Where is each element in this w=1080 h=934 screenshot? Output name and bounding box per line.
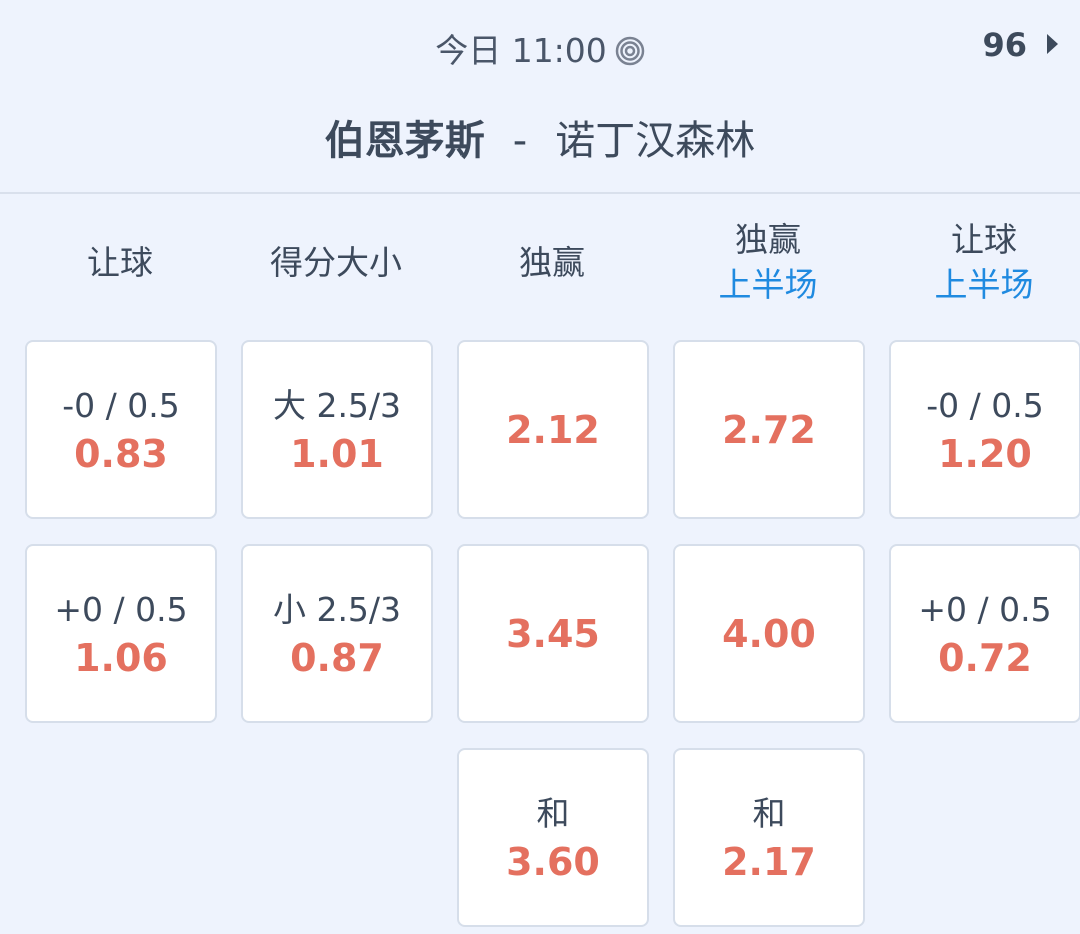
match-time: 今日 11:00 bbox=[0, 24, 1080, 72]
market-header: 独赢 上半场 bbox=[673, 192, 863, 332]
odds-value: 3.45 bbox=[506, 611, 600, 656]
odds-button[interactable]: +0 / 0.5 1.06 bbox=[25, 544, 217, 723]
market-header: 让球 bbox=[25, 192, 215, 332]
odds-button[interactable]: +0 / 0.5 0.72 bbox=[889, 544, 1080, 723]
odds-label: +0 / 0.5 bbox=[918, 589, 1052, 629]
market-period: 上半场 bbox=[934, 265, 1034, 304]
odds-button[interactable]: 和 3.60 bbox=[457, 748, 649, 927]
odds-value: 0.72 bbox=[938, 635, 1032, 680]
odds-label: -0 / 0.5 bbox=[926, 385, 1044, 425]
team-separator: - bbox=[512, 118, 528, 164]
market-title: 独赢 bbox=[735, 220, 801, 259]
odds-value: 1.01 bbox=[290, 431, 384, 476]
market-title: 得分大小 bbox=[270, 242, 402, 282]
odds-value: 4.00 bbox=[722, 611, 816, 656]
odds-button[interactable]: -0 / 0.5 1.20 bbox=[889, 340, 1080, 519]
odds-label: -0 / 0.5 bbox=[62, 385, 180, 425]
market-count: 96 bbox=[982, 26, 1027, 64]
odds-button[interactable]: -0 / 0.5 0.83 bbox=[25, 340, 217, 519]
odds-button[interactable]: 大 2.5/3 1.01 bbox=[241, 340, 433, 519]
odds-button[interactable]: 2.12 bbox=[457, 340, 649, 519]
odds-value: 0.87 bbox=[290, 635, 384, 680]
market-title: 让球 bbox=[87, 242, 153, 282]
odds-button[interactable]: 2.72 bbox=[673, 340, 865, 519]
home-team: 伯恩茅斯 bbox=[324, 118, 485, 164]
odds-button[interactable]: 和 2.17 bbox=[673, 748, 865, 927]
odds-value: 2.72 bbox=[722, 407, 816, 452]
odds-value: 1.06 bbox=[74, 635, 168, 680]
match-header: 今日 11:00 96 伯恩茅斯 - 诺丁汉森林 bbox=[0, 0, 1080, 194]
more-markets-button[interactable]: 96 bbox=[982, 26, 1058, 64]
odds-label: 和 bbox=[536, 793, 570, 833]
market-period: 上半场 bbox=[718, 265, 818, 304]
odds-value: 0.83 bbox=[74, 431, 168, 476]
odds-value: 2.12 bbox=[506, 407, 600, 452]
market-header: 让球 上半场 bbox=[889, 192, 1079, 332]
market-header: 得分大小 bbox=[241, 192, 431, 332]
away-team: 诺丁汉森林 bbox=[555, 118, 756, 164]
market-header: 独赢 bbox=[457, 192, 647, 332]
odds-label: 小 2.5/3 bbox=[272, 589, 402, 629]
odds-button[interactable]: 小 2.5/3 0.87 bbox=[241, 544, 433, 723]
odds-label: 大 2.5/3 bbox=[272, 385, 402, 425]
teams: 伯恩茅斯 - 诺丁汉森林 bbox=[0, 108, 1080, 166]
match-time-text: 今日 11:00 bbox=[435, 31, 607, 70]
odds-value: 1.20 bbox=[938, 431, 1032, 476]
odds-value: 3.60 bbox=[506, 839, 600, 884]
chevron-right-icon bbox=[1047, 34, 1058, 54]
odds-value: 2.17 bbox=[722, 839, 816, 884]
odds-button[interactable]: 3.45 bbox=[457, 544, 649, 723]
odds-label: 和 bbox=[752, 793, 786, 833]
odds-button[interactable]: 4.00 bbox=[673, 544, 865, 723]
market-title: 独赢 bbox=[519, 242, 585, 282]
market-title: 让球 bbox=[951, 220, 1017, 259]
odds-label: +0 / 0.5 bbox=[54, 589, 188, 629]
target-icon bbox=[615, 36, 645, 66]
